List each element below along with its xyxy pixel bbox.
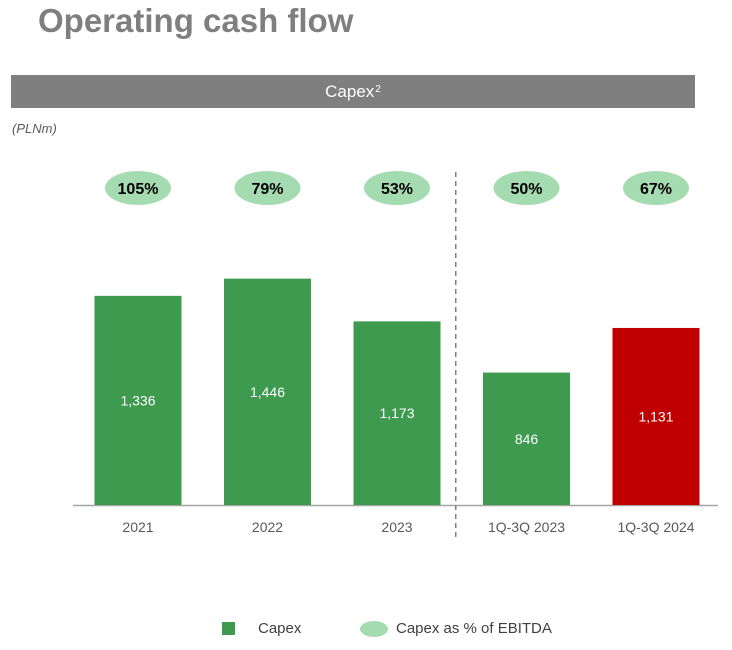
- section-banner: Capex 2: [11, 75, 695, 108]
- pct-pill-label: 105%: [118, 181, 159, 198]
- bar-2023: [353, 321, 441, 505]
- pct-pill: [364, 171, 430, 205]
- bar-2022: [224, 278, 311, 505]
- legend-ebitda-ellipse: [360, 621, 388, 637]
- pct-pill-label: 67%: [640, 181, 672, 198]
- capex-bar-chart: 1,336 105% 2021 1,446 79% 2022 1,173 53% 2023 846…: [73, 171, 718, 540]
- bar-value-label: 846: [515, 431, 539, 447]
- bar-1Q-3Q-2024: [612, 327, 700, 505]
- bar-value-label: 1,173: [379, 405, 414, 421]
- x-tick-label: 2022: [252, 519, 283, 535]
- pct-pill-label: 79%: [251, 181, 283, 198]
- pct-pill: [623, 171, 689, 205]
- bar-value-label: 1,131: [638, 408, 673, 424]
- x-tick-label: 1Q-3Q 2023: [488, 519, 565, 535]
- page-title: Operating cash flow: [38, 2, 354, 39]
- x-tick-label: 2023: [381, 519, 412, 535]
- pct-pill-label: 50%: [510, 181, 542, 198]
- bar-value-label: 1,336: [120, 392, 155, 408]
- legend-ebitda-label: Capex as % of EBITDA: [396, 620, 552, 637]
- bar-2021: [94, 295, 182, 505]
- pct-pill: [493, 171, 560, 205]
- x-tick-label: 2021: [122, 519, 153, 535]
- x-tick-label: 1Q-3Q 2024: [617, 519, 694, 535]
- bar-value-label: 1,446: [250, 384, 285, 400]
- legend-capex-swatch: [222, 622, 235, 635]
- legend-capex-label: Capex: [258, 620, 302, 637]
- unit-label: (PLNm): [12, 121, 57, 136]
- bar-1Q-3Q-2023: [483, 372, 570, 505]
- pct-pill: [234, 171, 301, 205]
- pct-pill: [105, 171, 171, 205]
- pct-pill-label: 53%: [381, 181, 413, 198]
- banner-label: Capex: [325, 81, 375, 101]
